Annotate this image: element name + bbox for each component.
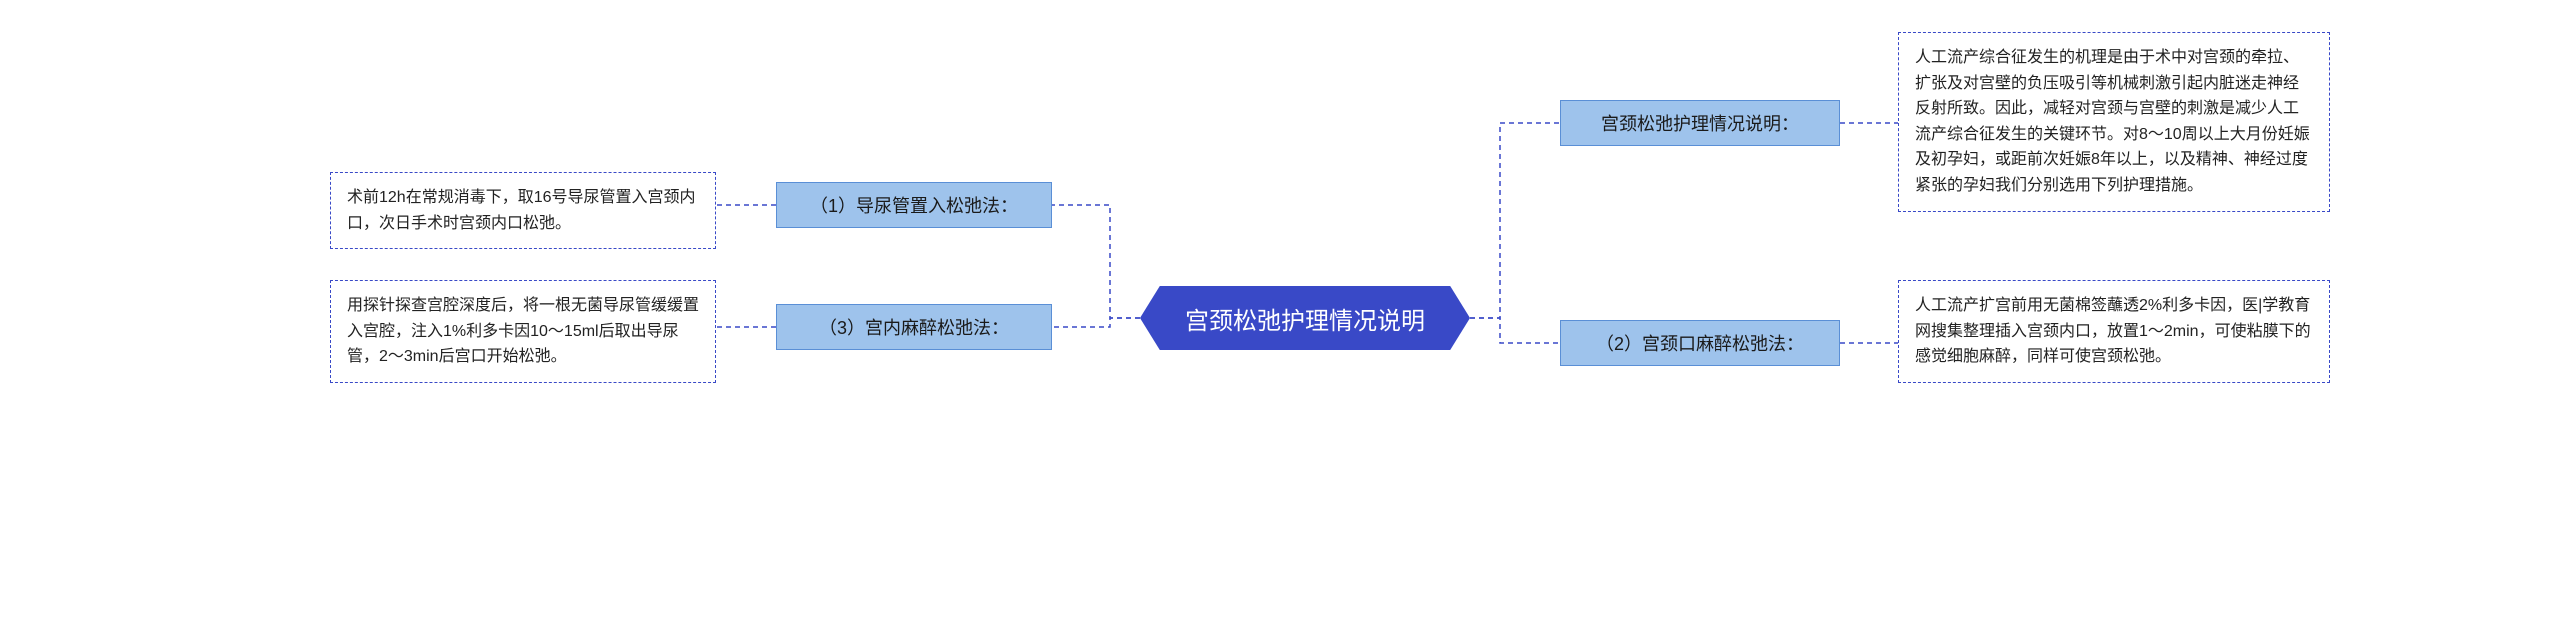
left-leaf-1: 术前12h在常规消毒下，取16号导尿管置入宫颈内口，次日手术时宫颈内口松弛。 [330, 172, 716, 249]
center-node: 宫颈松弛护理情况说明 [1140, 286, 1470, 350]
left-leaf-2: 用探针探查宫腔深度后，将一根无菌导尿管缓缓置入宫腔，注入1%利多卡因10～15m… [330, 280, 716, 383]
right-branch-2: （2）宫颈口麻醉松弛法： [1560, 320, 1840, 366]
right-leaf-1: 人工流产综合征发生的机理是由于术中对宫颈的牵拉、扩张及对宫壁的负压吸引等机械刺激… [1898, 32, 2330, 212]
right-branch-1: 宫颈松弛护理情况说明： [1560, 100, 1840, 146]
right-leaf-2: 人工流产扩宫前用无菌棉签蘸透2%利多卡因，医|学教育网搜集整理插入宫颈内口，放置… [1898, 280, 2330, 383]
left-branch-2: （3）宫内麻醉松弛法： [776, 304, 1052, 350]
left-branch-1: （1）导尿管置入松弛法： [776, 182, 1052, 228]
